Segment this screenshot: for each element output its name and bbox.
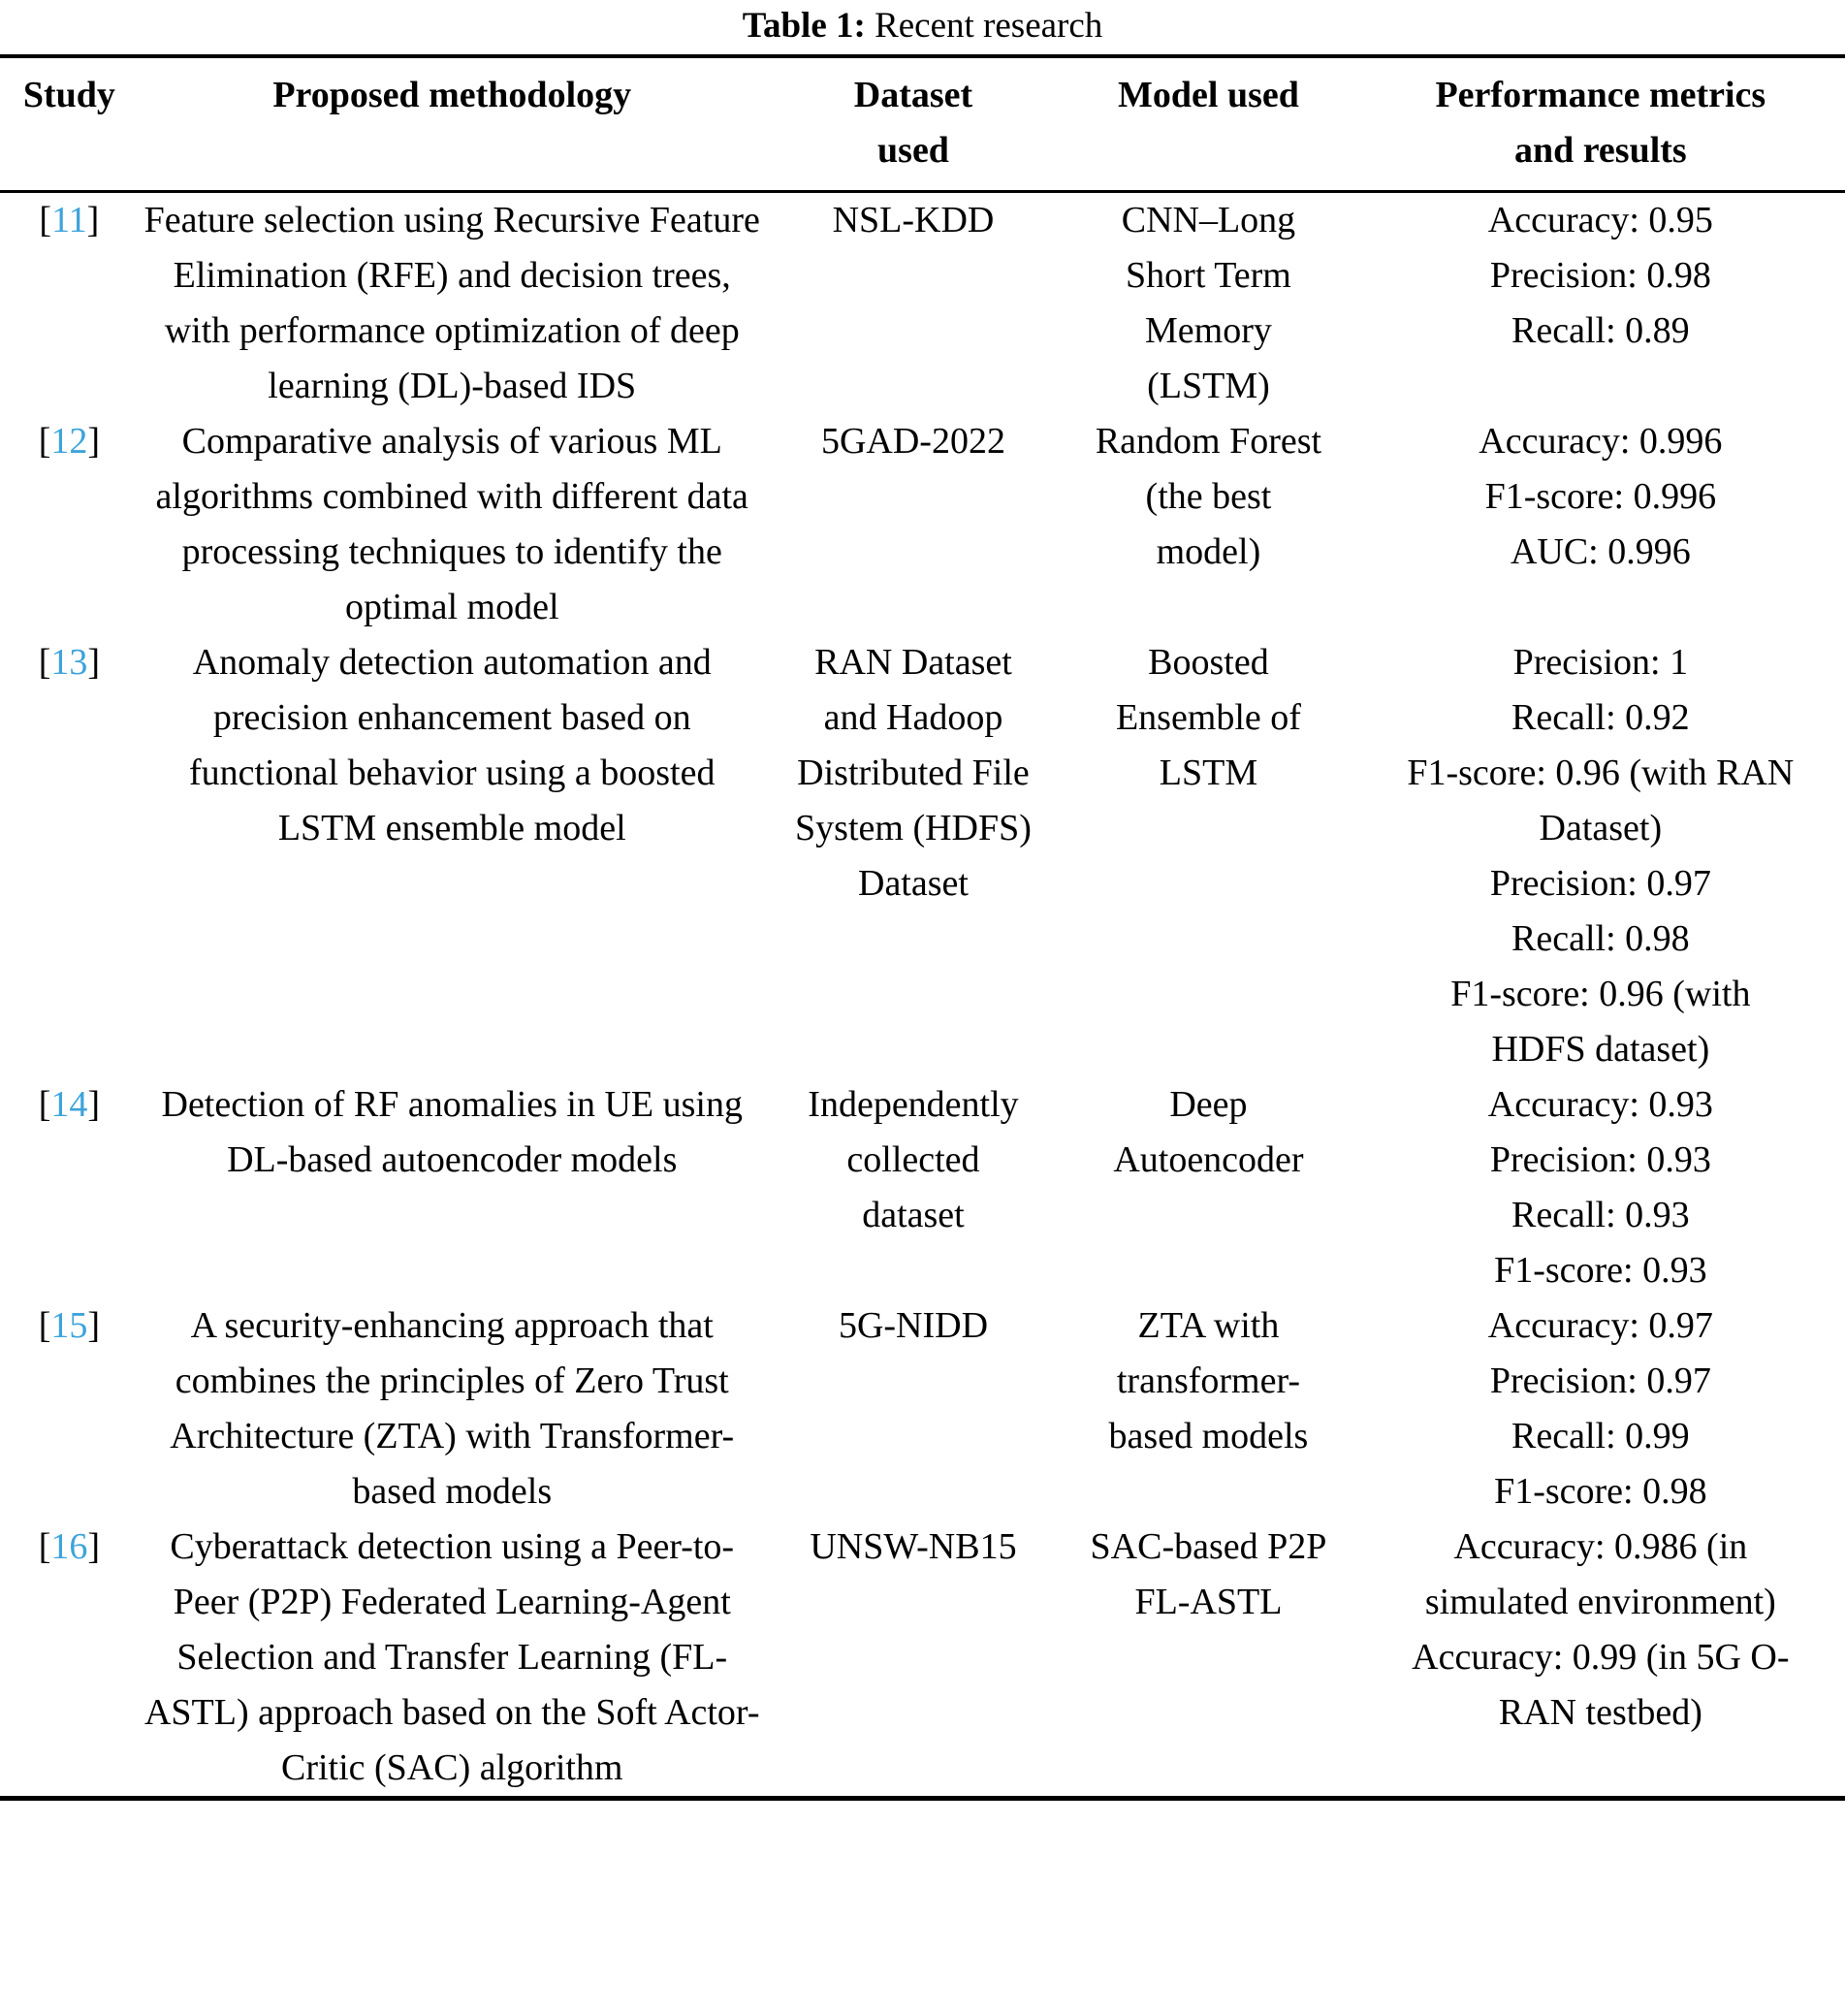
table-row: [16] Cyberattack detection using a Peer-… xyxy=(0,1520,1845,1799)
performance-cell: Accuracy: 0.97 Precision: 0.97 Recall: 0.9… xyxy=(1487,1305,1713,1512)
citation-open-bracket: [ xyxy=(38,421,51,462)
dataset-cell: 5G-NIDD xyxy=(838,1305,989,1346)
methodology-cell: Comparative analysis of various ML algor… xyxy=(155,421,748,627)
citation-link[interactable]: 14 xyxy=(50,1084,88,1125)
table-caption: Table 1: Recent research xyxy=(0,0,1845,54)
header-study: Study xyxy=(0,56,139,193)
study-cell: [13] xyxy=(0,635,139,1077)
citation-close-bracket: ] xyxy=(87,421,101,462)
citation-close-bracket: ] xyxy=(87,1084,101,1125)
performance-cell: Accuracy: 0.996 F1-score: 0.996 AUC: 0.996 xyxy=(1479,421,1723,572)
header-methodology: Proposed methodology xyxy=(138,56,766,193)
header-dataset: Dataset used xyxy=(765,56,1062,193)
citation-link[interactable]: 11 xyxy=(51,200,87,240)
citation-link[interactable]: 16 xyxy=(50,1526,88,1567)
citation-open-bracket: [ xyxy=(38,1084,51,1125)
table-row: [13] Anomaly detection automation and pr… xyxy=(0,635,1845,1077)
table-header-row: Study Proposed methodology Dataset used M… xyxy=(0,56,1845,193)
methodology-cell: A security-enhancing approach that combi… xyxy=(170,1305,735,1512)
dataset-cell: RAN Dataset and Hadoop Distributed File … xyxy=(795,642,1032,904)
dataset-cell: 5GAD-2022 xyxy=(820,421,1005,462)
study-cell: [12] xyxy=(0,414,139,635)
model-cell: ZTA with transformer-based models xyxy=(1108,1305,1309,1456)
model-cell: CNN–Long Short Term Memory (LSTM) xyxy=(1121,200,1296,406)
performance-cell: Accuracy: 0.95 Precision: 0.98 Recall: 0.8… xyxy=(1487,200,1713,351)
table-row: [15] A security-enhancing approach that … xyxy=(0,1298,1845,1520)
header-performance: Performance metrics and results xyxy=(1355,56,1845,193)
recent-research-table: Study Proposed methodology Dataset used M… xyxy=(0,54,1845,1801)
table-row: [14] Detection of RF anomalies in UE usi… xyxy=(0,1077,1845,1298)
citation-link[interactable]: 13 xyxy=(50,642,88,683)
performance-cell: Accuracy: 0.93 Precision: 0.93 Recall: 0.9… xyxy=(1487,1084,1713,1291)
study-cell: [16] xyxy=(0,1520,139,1799)
header-model: Model used xyxy=(1061,56,1356,193)
methodology-cell: Feature selection using Recursive Featur… xyxy=(143,200,760,406)
methodology-cell: Cyberattack detection using a Peer-to-Pe… xyxy=(143,1526,760,1788)
dataset-cell: UNSW-NB15 xyxy=(810,1526,1017,1567)
dataset-cell: Independently collected dataset xyxy=(808,1084,1019,1235)
citation-close-bracket: ] xyxy=(86,200,100,240)
methodology-cell: Detection of RF anomalies in UE using DL… xyxy=(161,1084,743,1180)
model-cell: Random Forest (the best model) xyxy=(1095,421,1322,572)
performance-cell: Precision: 1 Recall: 0.92 F1-score: 0.96 (… xyxy=(1407,642,1795,1070)
citation-open-bracket: [ xyxy=(38,1526,51,1567)
study-cell: [11] xyxy=(0,192,139,415)
methodology-cell: Anomaly detection automation and precisi… xyxy=(189,642,716,848)
table-caption-text: Recent research xyxy=(875,6,1103,46)
table-caption-label: Table 1: xyxy=(742,6,866,46)
performance-cell: Accuracy: 0.986 (in simulated environmen… xyxy=(1412,1526,1790,1733)
citation-open-bracket: [ xyxy=(38,1305,51,1346)
table-row: [12] Comparative analysis of various ML … xyxy=(0,414,1845,635)
citation-close-bracket: ] xyxy=(87,1305,101,1346)
citation-link[interactable]: 15 xyxy=(50,1305,88,1346)
citation-open-bracket: [ xyxy=(38,642,51,683)
citation-open-bracket: [ xyxy=(39,200,52,240)
model-cell: Boosted Ensemble of LSTM xyxy=(1115,642,1301,793)
table-row: [11] Feature selection using Recursive F… xyxy=(0,192,1845,415)
citation-close-bracket: ] xyxy=(87,1526,101,1567)
citation-close-bracket: ] xyxy=(87,642,101,683)
dataset-cell: NSL-KDD xyxy=(832,200,995,240)
study-cell: [14] xyxy=(0,1077,139,1298)
citation-link[interactable]: 12 xyxy=(50,421,88,462)
model-cell: Deep Autoencoder xyxy=(1113,1084,1304,1180)
model-cell: SAC-based P2P FL-ASTL xyxy=(1090,1526,1327,1622)
study-cell: [15] xyxy=(0,1298,139,1520)
